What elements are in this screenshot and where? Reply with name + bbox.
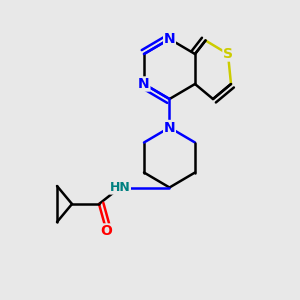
Text: O: O	[100, 224, 112, 238]
Text: N: N	[164, 121, 175, 134]
Text: HN: HN	[110, 181, 130, 194]
Text: S: S	[223, 47, 233, 61]
Text: N: N	[138, 77, 150, 91]
Text: N: N	[164, 32, 175, 46]
